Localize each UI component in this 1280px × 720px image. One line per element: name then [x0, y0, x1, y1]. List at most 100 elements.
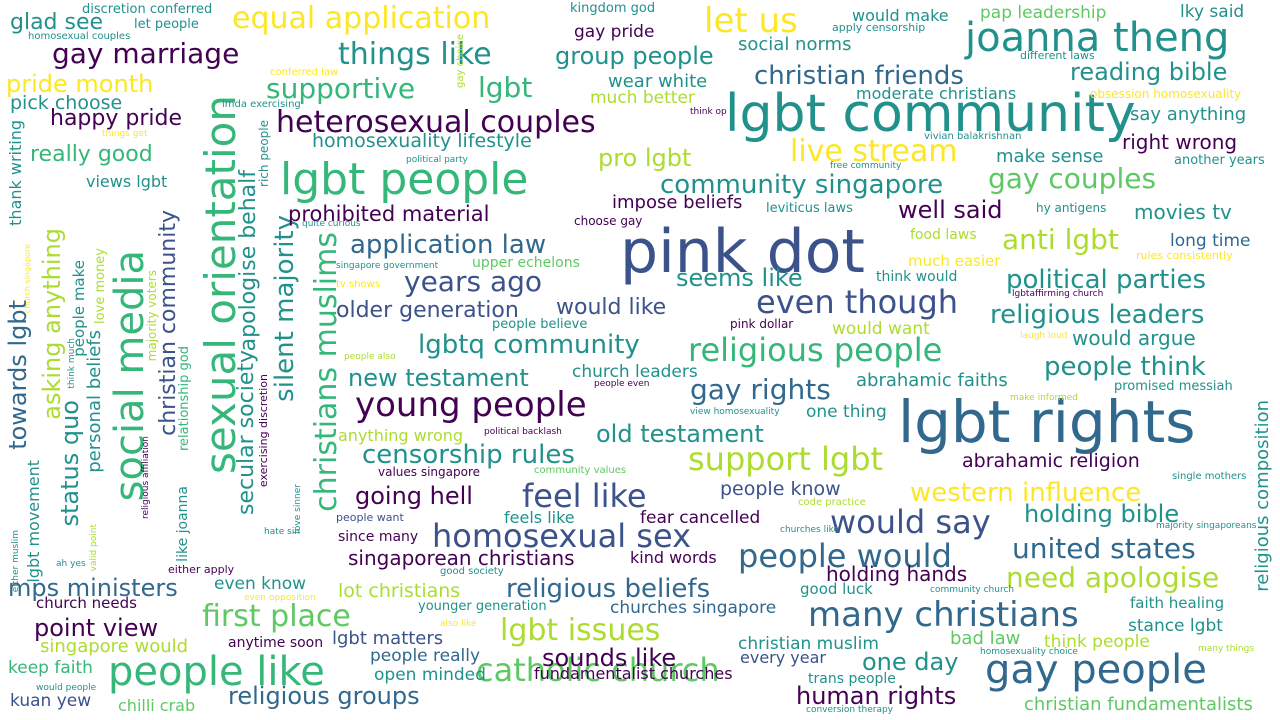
word: support lgbt	[688, 440, 884, 478]
word: catholic church	[476, 651, 720, 689]
word: gay rights	[690, 373, 831, 406]
word: gay couples	[988, 162, 1157, 195]
word: values singapore	[378, 465, 481, 479]
word: faith healing	[1130, 594, 1225, 612]
word: would argue	[1072, 326, 1196, 350]
word: moderate christians	[856, 84, 1017, 103]
word: christian fundamentalists	[1024, 694, 1253, 715]
word: religious people	[688, 331, 943, 369]
word: quite curious	[302, 219, 361, 229]
word: conversion therapy	[806, 705, 894, 715]
word: lgbtq community	[418, 330, 640, 360]
word: majority singaporeans	[1156, 521, 1257, 531]
word: things like	[338, 37, 492, 72]
word: singapore government	[336, 261, 439, 271]
word: christian muslim	[738, 634, 879, 654]
word: churches singapore	[610, 598, 777, 618]
word: pro lgbt	[598, 144, 692, 172]
word: homosexuality lifestyle	[312, 130, 532, 152]
word: kind words	[630, 548, 717, 567]
word: going hell	[355, 482, 473, 510]
word: would want	[832, 319, 930, 339]
word: lgbt people	[280, 154, 529, 205]
word: homosexual sex	[432, 517, 692, 555]
word: fear cancelled	[640, 508, 761, 528]
word: every year	[740, 648, 826, 667]
word: well said	[898, 196, 1003, 224]
word: think op	[690, 107, 727, 117]
word: religious groups	[228, 682, 420, 710]
word: relationship god	[177, 346, 192, 452]
word: christian friends	[754, 61, 964, 91]
word: happy pride	[50, 106, 182, 131]
word: keep faith	[8, 658, 93, 678]
word: even opposition	[244, 593, 316, 603]
word: political parties	[1006, 265, 1207, 295]
word: pride month	[6, 70, 154, 98]
word: secular society	[234, 350, 259, 515]
word: social norms	[738, 34, 852, 55]
word: really good	[30, 142, 153, 167]
word: valid point	[89, 524, 99, 572]
word: glad see	[10, 10, 104, 35]
word: free community	[830, 161, 902, 171]
word: impose beliefs	[612, 192, 743, 213]
word: choose gay	[574, 214, 643, 228]
word: leviticus laws	[766, 201, 853, 216]
word: think would	[876, 269, 958, 285]
word: sounds like	[542, 644, 677, 672]
word: one day	[862, 648, 959, 676]
word: people would	[738, 537, 952, 575]
word: good society	[440, 566, 504, 577]
word: single mothers	[1172, 471, 1247, 482]
word: lgbt community	[725, 84, 1136, 144]
word: group people	[555, 42, 714, 70]
word: community values	[534, 465, 627, 476]
word: church leaders	[572, 362, 698, 382]
word: old testament	[596, 420, 764, 448]
word: many things	[1198, 644, 1255, 654]
word: another years	[1174, 153, 1265, 168]
word: like joanna	[175, 486, 191, 562]
word: even know	[214, 574, 307, 594]
word: love sinner	[293, 484, 303, 534]
word: right wrong	[1122, 130, 1238, 154]
word: prohibited material	[288, 202, 490, 226]
word: human rights	[796, 682, 957, 710]
word: make informed	[1010, 393, 1079, 403]
word: younger generation	[418, 599, 547, 614]
word: people believe	[492, 317, 588, 332]
word: older generation	[336, 298, 519, 323]
word: even though	[756, 283, 959, 321]
word: personal beliefs	[84, 330, 105, 473]
word: heterosexual couples	[276, 105, 596, 140]
word: upper echelons	[472, 255, 580, 271]
word: lot christians	[338, 580, 461, 602]
word: religious affiliation	[141, 436, 151, 519]
word: majority voters	[145, 270, 159, 362]
word: first place	[202, 599, 351, 634]
word: live stream	[790, 134, 958, 169]
word: laugh loud	[1020, 331, 1068, 341]
word: singapore would	[40, 636, 189, 657]
word: political backlash	[484, 427, 562, 437]
word: need apologise	[1006, 561, 1220, 594]
word: lky said	[1180, 2, 1245, 22]
word: anytime soon	[228, 635, 324, 651]
word: views lgbt	[86, 172, 168, 191]
word: lgbt issues	[500, 613, 661, 648]
word: political party	[406, 155, 468, 165]
word: equal application	[232, 1, 491, 36]
word: movies tv	[1134, 200, 1232, 224]
word: christians muslims	[309, 232, 344, 512]
word: abrahamic religion	[962, 450, 1140, 472]
word: promised messiah	[1114, 379, 1233, 394]
word: chilli crab	[118, 696, 196, 715]
word: discretion conferred	[82, 2, 213, 17]
word: application law	[350, 230, 547, 260]
word: different laws	[1020, 49, 1095, 62]
word: think much	[67, 338, 77, 389]
word: silent majority	[270, 215, 300, 402]
word: imda exercising	[222, 99, 301, 110]
